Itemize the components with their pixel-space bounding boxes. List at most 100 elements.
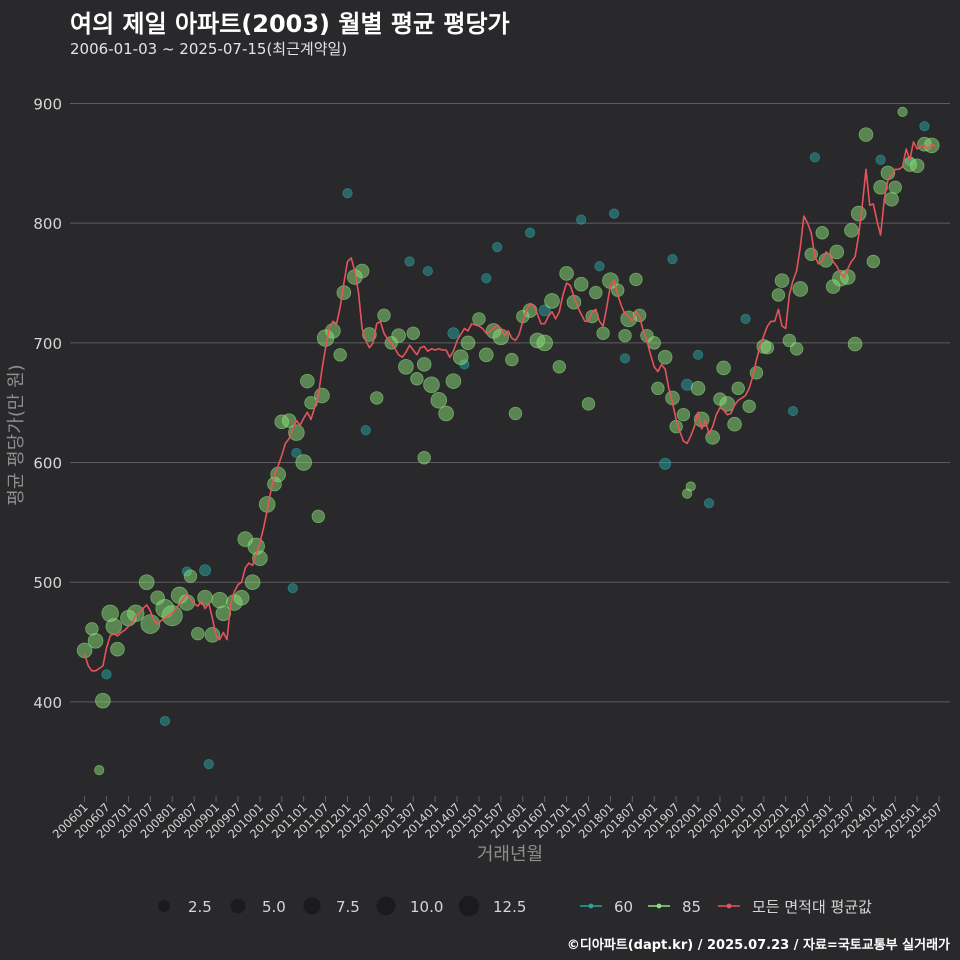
point-60	[492, 242, 503, 253]
chart-title: 여의 제일 아파트(2003) 월별 평균 평당가	[70, 10, 510, 38]
source-caption: ©디아파트(dapt.kr) / 2025.07.23 / 자료=국토교통부 실…	[566, 938, 950, 953]
point-85	[438, 405, 454, 422]
point-60	[287, 583, 298, 594]
point-60	[703, 498, 715, 509]
point-85	[847, 336, 863, 352]
point-85	[858, 127, 874, 142]
legend: 2.5 5.0 7.5 10.0 12.5 60 85 모든 면적대 평균값	[158, 895, 872, 917]
point-85	[417, 451, 431, 465]
point-85	[478, 347, 494, 363]
point-60	[159, 715, 171, 727]
size-legend-label: 10.0	[410, 898, 443, 916]
point-85	[559, 266, 574, 281]
point-60	[667, 253, 678, 265]
point-85	[573, 276, 589, 292]
point-85	[416, 357, 432, 372]
point-85	[391, 328, 406, 343]
point-85	[589, 285, 603, 300]
point-85	[423, 376, 440, 394]
y-tick-label: 400	[33, 694, 62, 712]
point-85	[536, 334, 553, 352]
point-85	[377, 308, 391, 323]
point-60	[101, 669, 112, 680]
point-85	[771, 288, 786, 302]
point-85	[472, 312, 486, 326]
point-85	[105, 618, 123, 635]
point-85	[505, 352, 519, 367]
x-tick-labels: 2006012006072007012007072008012008072009…	[50, 800, 945, 841]
size-legend-label: 12.5	[493, 898, 526, 916]
point-60	[203, 758, 214, 770]
legend-label: 60	[614, 898, 633, 916]
point-85	[362, 327, 377, 342]
point-60	[809, 152, 820, 163]
legend-key-dot	[726, 903, 732, 909]
point-85	[94, 764, 105, 776]
point-85	[909, 158, 925, 174]
y-tick-label: 700	[33, 335, 62, 353]
point-85	[76, 642, 93, 659]
point-85	[406, 326, 420, 340]
size-legend-dot	[303, 897, 321, 915]
size-legend-dot	[158, 900, 170, 912]
point-85	[727, 416, 742, 432]
point-60	[422, 265, 433, 277]
point-85	[629, 272, 643, 287]
point-85	[138, 574, 155, 591]
point-85	[774, 273, 790, 288]
point-85	[897, 106, 908, 117]
point-85	[333, 348, 347, 362]
grid-lines	[70, 103, 950, 703]
point-85	[445, 373, 462, 389]
point-85	[850, 205, 867, 222]
point-85	[618, 328, 632, 343]
point-85	[304, 395, 318, 410]
point-85	[888, 180, 902, 194]
size-legend-label: 2.5	[188, 898, 212, 916]
point-85	[657, 349, 673, 365]
point-85	[647, 336, 661, 350]
chart-subtitle: 2006-01-03 ~ 2025-07-15(최근계약일)	[70, 40, 348, 58]
point-85	[492, 328, 510, 346]
point-85	[596, 326, 610, 340]
point-85	[731, 381, 745, 396]
point-85	[508, 406, 523, 421]
size-legend-label: 5.0	[262, 898, 286, 916]
point-85	[452, 349, 469, 366]
point-85	[552, 360, 567, 374]
point-85	[370, 391, 384, 405]
size-legend-label: 7.5	[336, 898, 360, 916]
average-line-path	[83, 141, 936, 672]
point-85	[233, 589, 250, 606]
point-60	[291, 447, 302, 459]
average-line	[83, 141, 936, 672]
point-85	[760, 340, 775, 355]
point-85	[300, 373, 315, 389]
size-legend-dot	[230, 898, 246, 914]
point-85	[354, 263, 370, 279]
point-85	[311, 509, 326, 524]
point-85	[690, 381, 706, 396]
point-60	[740, 313, 751, 325]
point-85	[815, 226, 829, 240]
point-85	[581, 397, 596, 411]
x-ticks	[84, 796, 940, 802]
point-85	[651, 381, 665, 396]
point-85	[183, 569, 198, 583]
legend-label: 모든 면적대 평균값	[752, 898, 872, 916]
point-85	[742, 399, 756, 413]
point-85	[211, 591, 228, 609]
point-60	[404, 256, 415, 267]
point-85	[873, 179, 888, 195]
point-85	[295, 454, 312, 471]
point-60	[608, 208, 620, 219]
legend-key-dot	[588, 903, 594, 909]
point-85	[244, 574, 261, 591]
point-60	[692, 349, 704, 360]
point-60	[875, 154, 886, 165]
y-tick-label: 600	[33, 455, 62, 473]
point-85	[829, 244, 845, 260]
point-60	[342, 188, 353, 199]
point-85	[685, 481, 696, 492]
